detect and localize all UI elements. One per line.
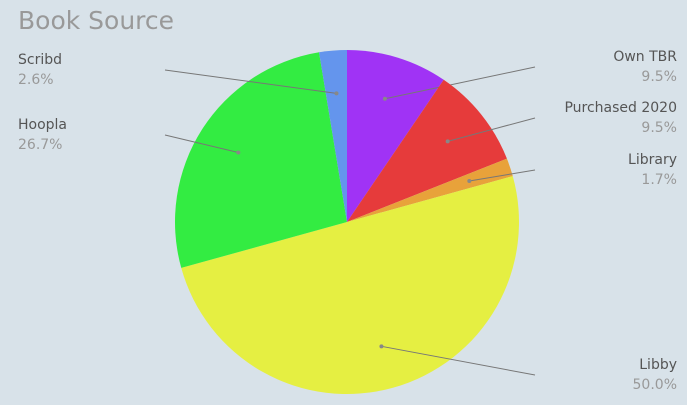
slice-value: 1.7% [641,172,677,188]
leader-dot [382,96,387,101]
pie-slice [174,52,347,268]
leader-dot [334,91,339,96]
slice-value: 9.5% [641,120,677,136]
slice-label: Library [628,152,677,168]
pie-slice [319,50,347,222]
leader-line [384,66,536,100]
slice-label: Hoopla [18,117,67,133]
pie-slice [347,79,507,222]
pie-slice [181,176,519,394]
leader-line [164,134,239,154]
slice-label: Scribd [18,52,62,68]
slice-value: 9.5% [641,69,677,85]
slice-label: Libby [639,357,677,373]
leader-dot [236,150,241,155]
leader-dot [467,178,472,183]
leader-line [381,345,536,376]
slice-value: 26.7% [18,137,62,153]
pie-slice [347,50,444,222]
slice-label: Own TBR [613,49,677,65]
chart-title: Book Source [18,6,174,35]
leader-line [164,69,337,94]
pie-slice [347,158,513,222]
leader-dot [445,139,450,144]
slice-value: 50.0% [633,377,677,393]
slice-label: Purchased 2020 [564,100,677,116]
leader-dot [379,344,384,349]
leader-line [469,169,536,182]
leader-line [447,117,536,142]
slice-value: 2.6% [18,72,54,88]
